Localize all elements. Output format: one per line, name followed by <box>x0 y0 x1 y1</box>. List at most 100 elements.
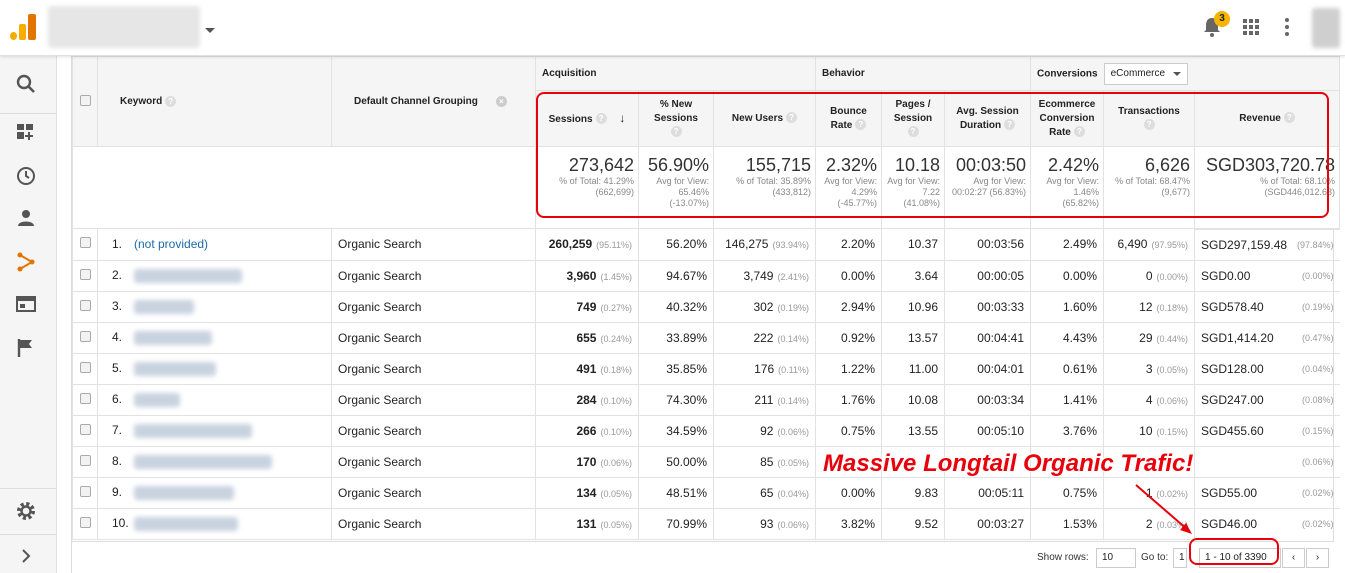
total-ecommerce-rate: 2.42% <box>1047 155 1100 175</box>
acquisition-icon[interactable] <box>14 250 38 274</box>
totals-row: 273,642% of Total: 41.29% (662,699) 56.9… <box>72 146 1341 229</box>
channel-cell: Organic Search <box>338 454 422 469</box>
conversions-group-header: Conversions eCommerce <box>1030 56 1341 91</box>
sessions-cell: 655 <box>576 330 597 345</box>
keyword-redacted[interactable] <box>134 423 252 438</box>
realtime-clock-icon[interactable] <box>14 164 38 188</box>
row-index: 2. <box>112 268 123 283</box>
table-row[interactable]: 4. Organic Search 655 (0.24%) 33.89% 222 (0.14… <box>72 321 1340 354</box>
analytics-logo-icon[interactable] <box>10 14 36 40</box>
keyword-redacted[interactable] <box>134 299 194 314</box>
acquisition-group-header: Acquisition <box>535 56 816 91</box>
table-row[interactable]: 7. Organic Search 266 (0.10%) 34.59% 92 (0.06%… <box>72 414 1340 447</box>
keyword-link[interactable]: (not provided) <box>134 237 209 252</box>
settings-gear-icon[interactable] <box>14 499 38 523</box>
total-new-users: 155,715 <box>745 155 811 175</box>
row-checkbox[interactable] <box>79 268 91 280</box>
table-row[interactable]: 2. Organic Search 3,960 (1.45%) 94.67% 3,749(… <box>72 259 1340 292</box>
table-row[interactable]: 10. Organic Search 131 (0.05%) 70.99% 93 (0.06… <box>72 507 1340 540</box>
keyword-redacted[interactable] <box>134 516 238 531</box>
conversions-type-select[interactable]: eCommerce <box>1103 62 1188 85</box>
behavior-group-header: Behavior <box>814 56 1032 91</box>
annotation-text: Massive Longtail Organic Trafic! <box>823 450 1194 477</box>
customization-dashboard-icon[interactable] <box>14 120 38 144</box>
channel-cell: Organic Search <box>338 237 422 252</box>
new-sessions-column-header[interactable]: % New Sessions? <box>638 90 714 147</box>
table-row[interactable]: 1. (not provided) Organic Search 260,259 (95… <box>72 228 1340 261</box>
keyword-redacted[interactable] <box>134 392 180 407</box>
keyword-redacted[interactable] <box>134 268 242 283</box>
sessions-column-header[interactable]: Sessions? ↓ <box>535 90 639 147</box>
row-checkbox[interactable] <box>79 330 91 342</box>
total-avg-duration: 00:03:50 <box>955 155 1027 175</box>
sessions-cell: 491 <box>576 361 597 376</box>
row-index: 4. <box>112 330 123 345</box>
table-footer: Show rows: 10 Go to: 1 1 - 10 of 3390 ‹ … <box>72 541 1334 573</box>
table-row[interactable]: 6. Organic Search 284 (0.10%) 74.30% 211 (0.14… <box>72 383 1340 416</box>
previous-page-button[interactable]: ‹ <box>1282 548 1305 568</box>
select-all-checkbox[interactable] <box>79 94 91 106</box>
channel-cell: Organic Search <box>338 485 422 500</box>
keyword-column-header[interactable]: Keyword <box>120 96 163 108</box>
row-checkbox[interactable] <box>79 485 91 497</box>
row-checkbox[interactable] <box>79 237 91 249</box>
channel-cell: Organic Search <box>338 423 422 438</box>
sessions-cell: 260,259 <box>548 237 593 252</box>
row-index: 5. <box>112 361 123 376</box>
sessions-cell: 170 <box>576 454 597 469</box>
keyword-redacted[interactable] <box>134 454 272 469</box>
user-avatar[interactable] <box>1312 8 1340 48</box>
table-row[interactable]: 3. Organic Search 749 (0.27%) 40.32% 302 (0.19… <box>72 290 1340 323</box>
conversions-flag-icon[interactable] <box>14 336 38 360</box>
next-page-button[interactable]: › <box>1306 548 1329 568</box>
notification-count-badge: 3 <box>1214 11 1230 27</box>
sort-descending-icon[interactable]: ↓ <box>619 110 626 125</box>
channel-cell: Organic Search <box>338 392 422 407</box>
keyword-redacted[interactable] <box>134 330 212 345</box>
row-checkbox[interactable] <box>79 361 91 373</box>
search-icon[interactable] <box>14 72 38 96</box>
row-index: 6. <box>112 392 123 407</box>
avg-session-duration-column-header[interactable]: Avg. Session Duration? <box>943 90 1032 147</box>
expand-nav-chevron-icon[interactable] <box>14 544 38 568</box>
total-revenue: SGD303,720.78 <box>1205 155 1336 175</box>
new-users-column-header[interactable]: New Users? <box>713 90 816 147</box>
bounce-rate-column-header[interactable]: Bounce Rate? <box>815 90 882 147</box>
apps-grid-icon[interactable] <box>1243 19 1259 35</box>
account-dropdown-icon[interactable] <box>205 28 215 33</box>
report-table-container: Keyword? Default Channel Grouping × Acqui… <box>71 56 1341 573</box>
channel-cell: Organic Search <box>338 299 422 314</box>
revenue-column-header[interactable]: Revenue? <box>1194 90 1341 147</box>
keyword-redacted[interactable] <box>134 361 216 376</box>
channel-column-header[interactable]: Default Channel Grouping <box>354 96 478 108</box>
help-icon[interactable]: ? <box>165 95 177 107</box>
show-rows-label: Show rows: <box>1037 552 1089 563</box>
row-checkbox[interactable] <box>79 299 91 311</box>
row-index: 8. <box>112 454 123 469</box>
side-navigation <box>0 56 57 573</box>
table-row[interactable]: 8. Organic Search 170 (0.06%) 50.00% 85 (0.05%… <box>72 445 1340 478</box>
behavior-window-icon[interactable] <box>14 292 38 316</box>
transactions-column-header[interactable]: Transactions? <box>1103 90 1196 147</box>
row-index: 1. <box>112 237 123 252</box>
account-selector[interactable] <box>48 6 200 48</box>
goto-label: Go to: <box>1141 552 1169 563</box>
pages-per-session-column-header[interactable]: Pages / Session? <box>881 90 945 147</box>
row-checkbox[interactable] <box>79 392 91 404</box>
ecommerce-conversion-rate-column-header[interactable]: Ecommerce Conversion Rate? <box>1030 90 1105 147</box>
channel-cell: Organic Search <box>338 268 422 283</box>
more-options-icon[interactable] <box>1285 18 1289 36</box>
goto-page-input[interactable]: 1 <box>1173 548 1187 568</box>
channel-cell: Organic Search <box>338 516 422 531</box>
row-checkbox[interactable] <box>79 423 91 435</box>
row-index: 10. <box>112 516 129 531</box>
remove-dimension-icon[interactable]: × <box>495 95 507 107</box>
sessions-cell: 266 <box>576 423 597 438</box>
keyword-redacted[interactable] <box>134 485 234 500</box>
table-row[interactable]: 5. Organic Search 491 (0.18%) 35.85% 176 (0.11… <box>72 352 1340 385</box>
row-checkbox[interactable] <box>79 516 91 528</box>
audience-person-icon[interactable] <box>14 206 38 230</box>
table-row[interactable]: 9. Organic Search 134 (0.05%) 48.51% 65 (0.04%… <box>72 476 1340 509</box>
show-rows-select[interactable]: 10 <box>1096 548 1136 568</box>
row-checkbox[interactable] <box>79 454 91 466</box>
